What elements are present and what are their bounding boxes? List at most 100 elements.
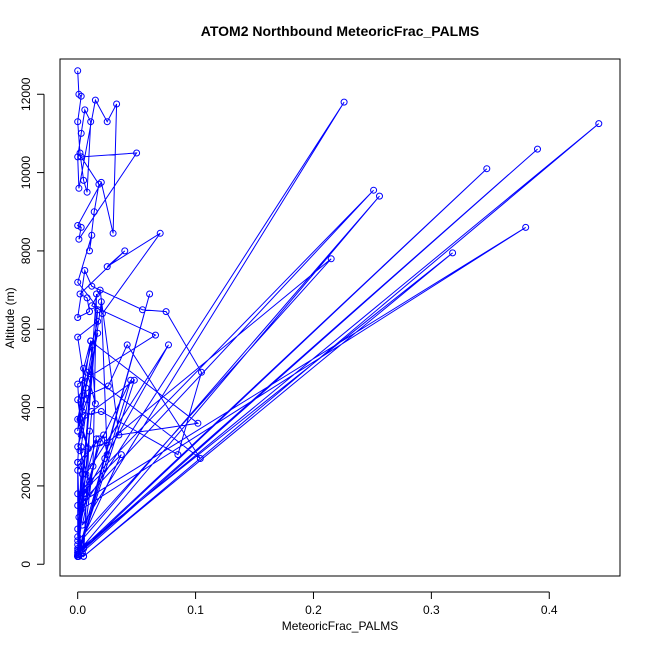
data-point xyxy=(103,118,111,126)
data-point xyxy=(74,278,82,286)
data-point xyxy=(133,149,141,157)
data-point xyxy=(84,445,92,453)
data-point xyxy=(198,368,205,376)
data-point xyxy=(78,408,86,415)
y-tick-label: 8000 xyxy=(19,237,33,264)
y-tick-label: 0 xyxy=(19,561,33,568)
data-point xyxy=(95,435,103,443)
data-point xyxy=(89,462,97,470)
data-point xyxy=(522,223,530,231)
data-point xyxy=(165,341,172,349)
data-point xyxy=(78,392,86,400)
data-point xyxy=(97,408,105,415)
data-point xyxy=(77,419,85,427)
data-point xyxy=(86,427,93,435)
data-point xyxy=(75,513,83,521)
y-axis-label: Altitude (m) xyxy=(3,287,17,348)
plot-frame xyxy=(59,58,621,577)
data-point xyxy=(74,549,82,556)
data-point xyxy=(74,153,82,161)
data-point xyxy=(139,306,146,314)
data-point xyxy=(115,431,123,439)
data-point xyxy=(74,545,82,553)
x-tick-label: 0.4 xyxy=(541,603,558,617)
data-point xyxy=(74,67,82,75)
data-point xyxy=(75,90,83,98)
data-point xyxy=(78,498,86,506)
data-point xyxy=(117,451,125,459)
data-point xyxy=(74,396,82,404)
data-point xyxy=(109,229,117,237)
data-point xyxy=(88,282,96,290)
data-point xyxy=(121,247,129,255)
data-point xyxy=(83,294,91,302)
data-point xyxy=(90,208,98,216)
data-point xyxy=(77,223,85,231)
data-point xyxy=(77,92,85,100)
data-point xyxy=(534,145,541,153)
data-point xyxy=(449,249,457,257)
data-point xyxy=(94,306,102,314)
data-point xyxy=(123,341,131,349)
data-point xyxy=(88,408,96,415)
data-point xyxy=(87,337,95,345)
data-point xyxy=(376,192,383,200)
data-point xyxy=(86,247,93,255)
data-point xyxy=(88,231,96,239)
data-point xyxy=(83,188,91,196)
x-axis-label: MeteoricFrac_PALMS xyxy=(282,619,398,633)
data-point xyxy=(80,176,88,184)
data-point xyxy=(74,333,82,341)
data-point xyxy=(74,415,82,423)
data-point xyxy=(483,165,491,173)
data-point xyxy=(74,222,82,229)
data-point xyxy=(340,98,348,106)
data-point xyxy=(327,255,335,263)
data-point xyxy=(194,419,202,427)
data-point xyxy=(76,415,84,423)
data-point xyxy=(80,364,88,372)
data-point xyxy=(130,376,138,384)
data-point xyxy=(98,310,106,318)
y-tick-label: 2000 xyxy=(19,472,33,499)
data-point xyxy=(88,302,96,310)
data-point xyxy=(74,552,82,560)
y-tick-label: 4000 xyxy=(19,394,33,421)
data-point xyxy=(78,376,86,384)
data-point xyxy=(103,263,111,271)
data-point xyxy=(113,100,121,108)
data-point xyxy=(81,486,89,494)
data-point xyxy=(91,400,99,408)
data-point xyxy=(76,290,84,298)
series-layer xyxy=(74,67,603,560)
data-point xyxy=(74,380,82,388)
data-point xyxy=(74,533,82,541)
data-point xyxy=(146,290,154,298)
data-point xyxy=(77,505,85,513)
data-point xyxy=(80,490,88,498)
data-point xyxy=(76,447,84,455)
data-point xyxy=(78,521,86,529)
data-point xyxy=(96,439,104,447)
data-point xyxy=(74,525,82,533)
data-point xyxy=(94,329,102,337)
data-point xyxy=(83,368,91,376)
data-point xyxy=(127,376,135,384)
axes-layer: 0.0 0.1 0.2 0.3 0.4 0 2000 4000 6000 8000 10000 120… xyxy=(19,77,558,617)
data-point xyxy=(82,384,90,392)
data-point xyxy=(162,308,170,316)
x-tick-label: 0.2 xyxy=(305,603,322,617)
data-point xyxy=(104,382,112,390)
chart-title: ATOM2 Northbound MeteoricFrac_PALMS xyxy=(201,23,479,39)
data-point xyxy=(370,186,378,194)
data-point xyxy=(89,341,97,349)
data-point xyxy=(74,458,82,466)
data-point xyxy=(74,118,82,126)
data-point xyxy=(103,439,111,447)
data-point xyxy=(75,184,83,192)
data-point xyxy=(74,427,82,435)
data-point xyxy=(78,470,86,478)
data-point xyxy=(74,314,82,321)
data-point xyxy=(87,118,95,126)
data-point xyxy=(595,120,603,128)
